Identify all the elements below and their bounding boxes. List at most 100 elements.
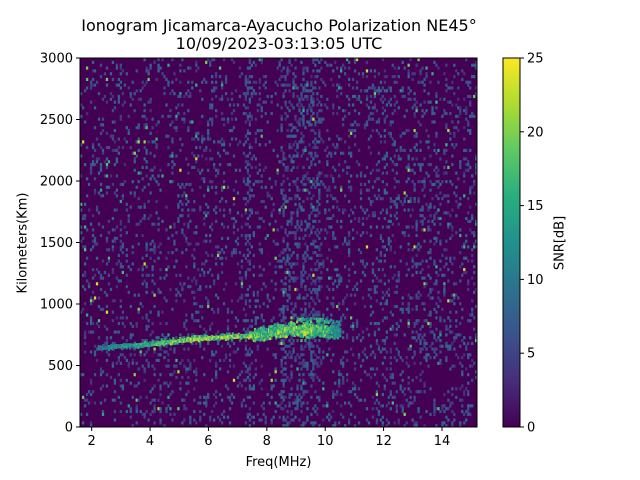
noise-cell (159, 251, 162, 255)
noise-cell (326, 63, 329, 67)
noise-cell (385, 299, 388, 303)
noise-cell (411, 401, 414, 405)
noise-cell (302, 381, 305, 385)
noise-cell (429, 356, 432, 360)
noise-cell (330, 63, 333, 67)
noise-cell (191, 208, 194, 212)
noise-cell (401, 231, 404, 235)
noise-cell (336, 89, 339, 93)
noise-cell (284, 77, 287, 82)
noise-cell (274, 256, 277, 260)
noise-cell (433, 216, 436, 221)
noise-cell (357, 333, 361, 337)
noise-cell (461, 364, 464, 368)
noise-cell (145, 117, 148, 121)
noise-cell (244, 106, 248, 110)
noise-cell (133, 194, 136, 198)
noise-cell (399, 404, 402, 408)
noise-cell (125, 273, 128, 277)
noise-cell (332, 392, 335, 397)
noise-cell (278, 208, 281, 212)
noise-cell (232, 225, 236, 229)
noise-cell (242, 143, 246, 147)
noise-cell (330, 259, 333, 263)
noise-cell (453, 347, 456, 351)
noise-cell (280, 265, 283, 269)
noise-cell (201, 97, 204, 101)
noise-cell (381, 392, 385, 397)
trace-cell (257, 327, 260, 331)
noise-cell (312, 273, 315, 277)
noise-cell (248, 151, 252, 155)
noise-cell (413, 350, 416, 354)
noise-cell (461, 316, 464, 320)
noise-cell (95, 321, 99, 326)
noise-cell (415, 421, 418, 425)
noise-cell (87, 282, 91, 286)
noise-cell (401, 202, 404, 206)
noise-cell (409, 390, 412, 394)
noise-cell (373, 211, 377, 215)
noise-cell (439, 316, 442, 320)
noise-cell (383, 117, 386, 121)
noise-cell (286, 253, 289, 257)
noise-cell (187, 225, 190, 229)
noise-cell (411, 378, 414, 382)
noise-cell (222, 148, 226, 152)
noise-cell (290, 356, 293, 360)
trace-cell (130, 344, 133, 348)
trace-cell (262, 325, 265, 329)
trace-cell (264, 333, 267, 337)
noise-cell (296, 367, 299, 371)
noise-cell (117, 279, 121, 283)
noise-cell (463, 268, 466, 272)
noise-cell (349, 347, 353, 351)
noise-cell (361, 72, 365, 76)
noise-cell (403, 392, 406, 397)
noise-cell (232, 222, 236, 226)
noise-cell (195, 279, 198, 283)
noise-cell (89, 86, 93, 90)
noise-cell (403, 148, 406, 152)
noise-cell (117, 145, 121, 150)
noise-cell (401, 302, 404, 306)
noise-cell (421, 214, 424, 218)
noise-cell (296, 395, 299, 399)
noise-cell (91, 143, 95, 147)
noise-cell (351, 324, 355, 328)
noise-cell (429, 214, 432, 218)
noise-cell (302, 353, 305, 357)
noise-cell (159, 188, 162, 192)
noise-cell (256, 103, 259, 107)
noise-cell (199, 409, 202, 414)
noise-cell (129, 304, 132, 309)
noise-cell (375, 367, 379, 371)
noise-cell (234, 168, 238, 172)
noise-cell (240, 285, 244, 289)
noise-cell (252, 387, 255, 391)
noise-cell (209, 268, 212, 272)
noise-cell (99, 387, 103, 391)
noise-cell (328, 63, 331, 67)
noise-cell (340, 185, 343, 189)
noise-cell (383, 347, 386, 351)
noise-cell (407, 364, 410, 368)
trace-cell (164, 338, 167, 342)
noise-cell (157, 290, 160, 294)
noise-cell (81, 245, 85, 249)
noise-cell (278, 77, 281, 82)
noise-cell (260, 216, 263, 221)
noise-cell (427, 92, 430, 96)
noise-cell (274, 356, 277, 360)
noise-cell (401, 404, 404, 408)
noise-cell (340, 137, 343, 141)
noise-cell (304, 259, 307, 263)
noise-cell (282, 211, 285, 215)
noise-cell (109, 375, 113, 380)
noise-cell (447, 194, 450, 198)
noise-cell (435, 310, 438, 314)
noise-cell (248, 225, 252, 229)
noise-cell (105, 145, 109, 150)
noise-cell (280, 392, 283, 397)
noise-cell (296, 214, 299, 218)
